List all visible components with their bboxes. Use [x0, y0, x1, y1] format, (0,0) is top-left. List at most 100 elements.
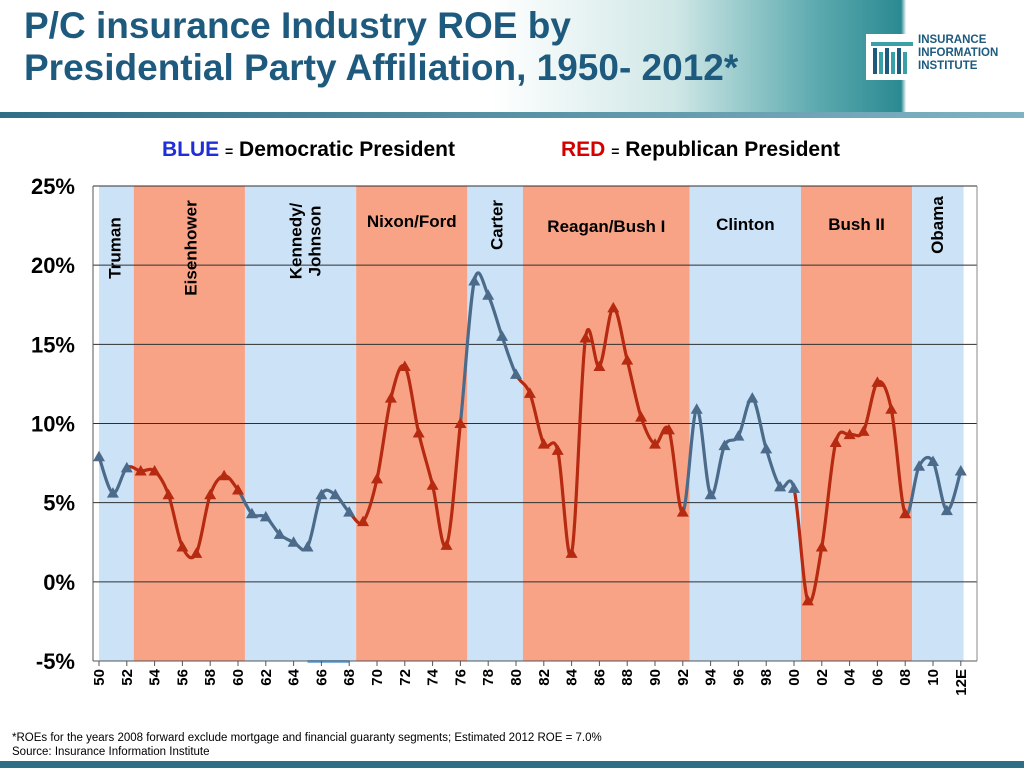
y-tick-label: 0%	[43, 570, 75, 595]
presidency-labels: Truman Eisenhower Kennedy/Johnson Nixon/For…	[105, 196, 947, 296]
data-point-marker	[482, 289, 495, 300]
data-point-marker	[885, 403, 898, 414]
logo-word-2: INFORMATION	[918, 47, 999, 59]
series-segment	[820, 440, 838, 549]
iii-logo-mark-icon	[871, 42, 913, 74]
x-tick-label: 88	[619, 669, 636, 686]
data-point-marker	[412, 427, 425, 438]
data-point-marker	[690, 403, 703, 414]
data-point-marker	[468, 275, 481, 286]
x-tick-label: 02	[814, 669, 831, 686]
x-tick-label: 94	[703, 668, 720, 685]
x-tick-label: 66	[313, 669, 330, 686]
roe-series	[93, 271, 967, 606]
footnote-source: Source: Insurance Information Institute	[12, 746, 210, 758]
data-point-marker	[857, 425, 870, 436]
x-axis-labels: 50 52 54 56 58 60 62 64 66 68 70 72 74 76 78 80 82 84 86 88…	[91, 661, 970, 696]
legend-democratic: BLUE = Democratic President	[162, 138, 455, 162]
data-point-marker	[579, 332, 592, 343]
data-point-marker	[843, 428, 856, 440]
presidency-label-eisenhower: Eisenhower	[182, 200, 201, 296]
data-point-marker	[245, 507, 258, 519]
data-point-marker	[496, 330, 509, 341]
data-point-marker	[204, 488, 217, 500]
presidency-label-reagan-bush-i: Reagan/Bush I	[547, 217, 665, 236]
series-segment	[889, 407, 907, 516]
data-point-marker	[676, 506, 689, 517]
data-point-marker	[551, 444, 564, 455]
x-tick-label: 82	[536, 669, 553, 686]
data-point-marker	[899, 507, 912, 519]
data-point-marker	[301, 541, 314, 552]
data-point-marker	[565, 547, 578, 558]
roe-chart: -5% 0% 5% 10% 15% 20% 25% 50 52 54 56 58 60 62 64 66 68…	[31, 174, 978, 696]
data-point-marker	[954, 465, 967, 476]
x-tick-label: 90	[647, 669, 664, 686]
data-point-marker	[649, 438, 661, 449]
series-segment	[792, 486, 810, 603]
data-point-marker	[190, 547, 203, 558]
data-point-marker	[218, 469, 231, 481]
presidency-label-kennedy-johnson-line: Kennedy/	[286, 202, 305, 279]
x-tick-label: 98	[758, 669, 775, 686]
data-point-marker	[440, 539, 453, 550]
y-tick-label: 15%	[31, 332, 75, 357]
data-point-marker	[829, 436, 842, 447]
data-point-marker	[148, 465, 161, 476]
x-tick-label: 70	[369, 669, 386, 686]
legend-red-description: Republican President	[625, 138, 840, 161]
x-tick-label: 92	[675, 669, 692, 686]
x-tick-label: 08	[897, 669, 914, 686]
x-tick-label: 00	[786, 669, 803, 686]
legend-red-key: RED	[561, 138, 606, 161]
presidency-label-nixon-ford: Nixon/Ford	[367, 212, 457, 231]
data-point-marker	[287, 536, 300, 547]
series-segment	[375, 396, 393, 481]
iii-logo: INSURANCE INFORMATION INSTITUTE	[866, 34, 1024, 80]
series-segment	[458, 279, 476, 426]
data-point-marker	[774, 480, 787, 492]
series-segment	[417, 431, 435, 487]
data-point-marker	[788, 482, 800, 493]
x-tick-label: 52	[119, 669, 136, 686]
data-point-marker	[273, 528, 286, 539]
data-point-marker	[593, 360, 606, 371]
data-point-marker	[718, 439, 731, 451]
data-point-marker	[106, 487, 119, 498]
data-point-marker	[537, 438, 550, 449]
x-tick-label: 60	[230, 669, 247, 686]
footnote-roe-note: *ROEs for the years 2008 forward exclude…	[12, 732, 602, 744]
data-point-marker	[176, 541, 189, 552]
data-point-marker	[315, 488, 328, 500]
data-point-marker	[635, 411, 648, 422]
data-point-marker	[343, 506, 356, 517]
x-tick-label: 62	[258, 669, 275, 686]
legend-blue-description: Democratic President	[239, 138, 455, 161]
data-point-marker	[398, 360, 411, 371]
legend-red-equals: =	[611, 143, 620, 159]
data-point-marker	[940, 504, 953, 516]
data-point-marker	[232, 484, 244, 495]
data-point-marker	[760, 442, 773, 454]
data-point-marker	[801, 594, 814, 606]
x-tick-label: 04	[842, 668, 859, 685]
x-tick-label: 74	[425, 668, 442, 685]
x-tick-label: 06	[869, 669, 886, 686]
data-point-marker	[329, 488, 342, 500]
x-tick-label: 10	[925, 669, 942, 686]
data-point-marker	[120, 461, 133, 473]
iii-logo-wordmark: INSURANCE INFORMATION INSTITUTE	[918, 34, 1024, 73]
title-divider	[0, 112, 1024, 118]
y-tick-label: 10%	[31, 412, 75, 437]
data-point-marker	[732, 430, 745, 441]
presidency-label-kennedy-johnson: Kennedy/Johnson	[286, 202, 324, 279]
presidency-label-bush-ii: Bush II	[828, 215, 885, 234]
party-legend: BLUE = Democratic President RED = Republ…	[0, 138, 1024, 166]
title-banner	[0, 0, 1024, 112]
plot-frame	[92, 186, 978, 662]
x-tick-label: 96	[730, 669, 747, 686]
y-tick-label: -5%	[36, 649, 75, 674]
logo-word-1: INSURANCE	[918, 34, 987, 46]
data-point-marker	[93, 450, 105, 462]
data-point-marker	[259, 510, 272, 522]
